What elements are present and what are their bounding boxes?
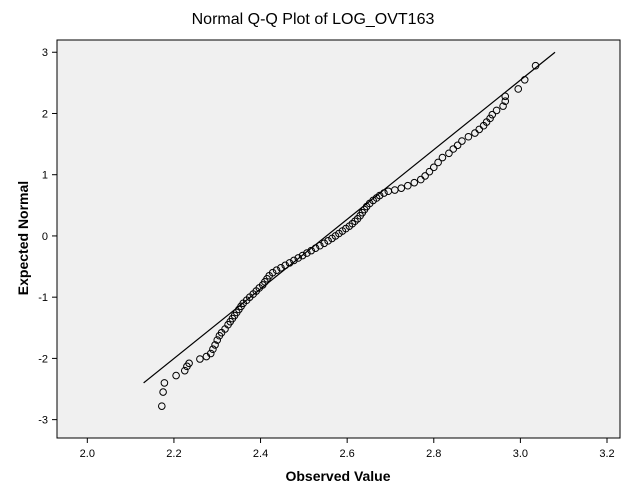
data-point [501, 97, 510, 106]
data-point [514, 85, 523, 93]
y-tick-label: 3 [42, 47, 48, 59]
x-tick-label: 2.8 [426, 448, 441, 460]
data-point [425, 167, 434, 176]
data-points [158, 61, 540, 410]
data-point [531, 61, 540, 70]
plot-area [56, 39, 621, 439]
x-tick-label: 3.2 [599, 448, 614, 460]
data-point [324, 237, 332, 245]
x-tick-label: 2.2 [166, 448, 181, 460]
y-tick-label: 1 [42, 170, 48, 182]
data-point [213, 336, 222, 344]
y-tick-label: -2 [38, 353, 48, 365]
y-tick-label: 0 [42, 231, 48, 243]
data-point [158, 402, 166, 410]
data-point [449, 145, 458, 153]
x-tick-label: 2.6 [340, 448, 355, 460]
data-point [471, 129, 479, 137]
data-point [281, 261, 290, 270]
data-point [499, 102, 507, 110]
reference-line [143, 51, 556, 384]
x-axis-title: Observed Value [285, 468, 391, 484]
data-point [211, 341, 219, 349]
data-point [180, 366, 189, 375]
data-point [475, 125, 484, 134]
data-point [375, 191, 384, 200]
y-axis-ticks: 3 2 1 0 -1 -2 -3 [38, 47, 57, 427]
data-point [272, 266, 281, 275]
data-point [486, 114, 494, 123]
data-point [303, 249, 311, 257]
data-point [492, 106, 501, 115]
y-tick-label: -1 [38, 292, 48, 304]
data-point [294, 254, 303, 262]
data-point [429, 163, 438, 172]
data-point [434, 158, 442, 167]
x-axis-ticks: 2.0 2.2 2.4 2.6 2.8 3.0 3.2 [80, 438, 615, 460]
data-point [307, 246, 316, 255]
data-point [206, 349, 215, 358]
data-point [160, 379, 169, 387]
data-point [403, 181, 412, 190]
y-tick-label: -3 [38, 415, 48, 427]
data-point [351, 217, 359, 226]
data-point [320, 239, 329, 248]
data-point [464, 132, 473, 141]
data-point [416, 175, 425, 184]
y-tick-label: 2 [42, 108, 48, 120]
data-point [458, 137, 466, 145]
data-point [438, 153, 447, 162]
data-point [348, 219, 357, 228]
data-point [520, 76, 529, 84]
data-point [453, 141, 462, 150]
data-point [501, 92, 510, 101]
data-point [268, 268, 277, 277]
data-point [285, 259, 294, 267]
data-point [185, 359, 193, 368]
data-point [445, 149, 453, 158]
data-point [209, 345, 217, 354]
data-point [410, 178, 419, 187]
data-point [311, 244, 320, 252]
x-tick-label: 3.0 [513, 448, 528, 460]
data-point [172, 371, 180, 380]
data-point [298, 251, 307, 260]
data-point [380, 189, 388, 197]
data-point [277, 263, 285, 272]
data-point [159, 388, 167, 396]
data-point [421, 172, 429, 180]
x-tick-label: 2.4 [253, 448, 268, 460]
chart-title: Normal Q-Q Plot of LOG_OVT163 [191, 11, 435, 28]
data-point [196, 355, 204, 363]
data-point [316, 241, 324, 250]
x-tick-label: 2.0 [80, 448, 95, 460]
data-point [290, 256, 298, 265]
data-point [397, 184, 406, 192]
data-point [488, 110, 497, 119]
y-axis-title: Expected Normal [15, 180, 31, 296]
